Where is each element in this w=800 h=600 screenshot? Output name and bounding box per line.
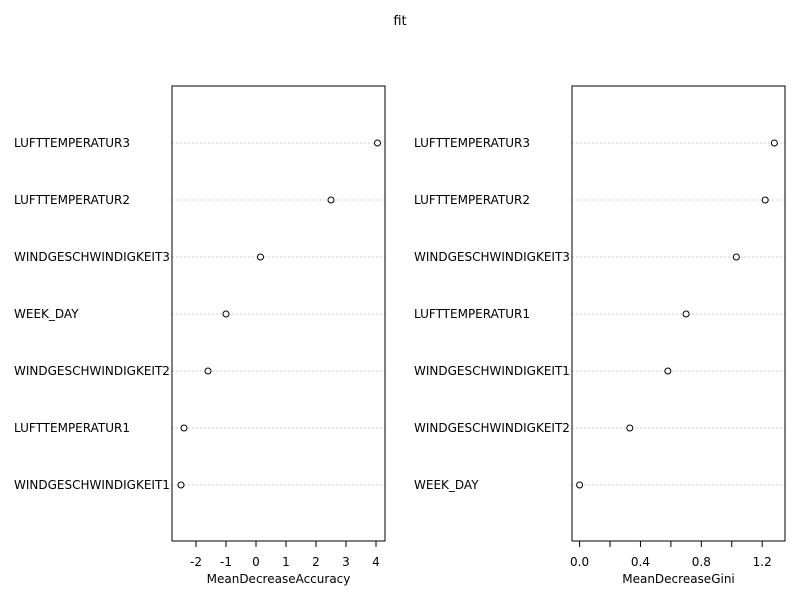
- data-point: [732, 253, 740, 261]
- data-point: [180, 424, 188, 432]
- x-tick-label: 0: [252, 555, 260, 569]
- data-point: [327, 196, 335, 204]
- data-point: [576, 481, 584, 489]
- data-point: [222, 310, 230, 318]
- chart-title: fit: [393, 14, 406, 29]
- data-point: [761, 196, 769, 204]
- plot-frame: [171, 85, 386, 542]
- x-tick-label: 1.2: [753, 555, 772, 569]
- x-tick-label: 1: [282, 555, 290, 569]
- x-tick-label: 0.4: [631, 555, 650, 569]
- category-label: WINDGESCHWINDIGKEIT1: [14, 478, 170, 492]
- data-point: [257, 253, 264, 261]
- data-point: [374, 139, 381, 147]
- x-tick-label: 3: [342, 555, 350, 569]
- x-tick-label: 2: [312, 555, 320, 569]
- category-label: LUFTTEMPERATUR3: [414, 136, 530, 150]
- x-tick-label: 4: [372, 555, 380, 569]
- category-label: WINDGESCHWINDIGKEIT3: [414, 250, 570, 264]
- category-label: WINDGESCHWINDIGKEIT3: [14, 250, 170, 264]
- category-label: WEEK_DAY: [414, 478, 479, 492]
- data-point: [682, 310, 690, 318]
- x-tick-label: 0.0: [570, 555, 589, 569]
- panel-2: LUFTTEMPERATUR3 LUFTTEMPERATUR2 WINDGESCHW…: [414, 85, 786, 586]
- x-tick-label: -1: [220, 555, 232, 569]
- x-axis-label: MeanDecreaseAccuracy: [207, 572, 351, 586]
- category-label: WINDGESCHWINDIGKEIT1: [414, 364, 570, 378]
- category-label: LUFTTEMPERATUR1: [414, 307, 530, 321]
- x-axis-label: MeanDecreaseGini: [622, 572, 735, 586]
- category-label: WINDGESCHWINDIGKEIT2: [414, 421, 570, 435]
- x-tick-label: 0.8: [692, 555, 711, 569]
- category-label: WINDGESCHWINDIGKEIT2: [14, 364, 170, 378]
- data-point: [626, 424, 634, 432]
- plot-frame: [571, 85, 786, 542]
- category-label: WEEK_DAY: [14, 307, 79, 321]
- data-point: [204, 367, 212, 375]
- category-label: LUFTTEMPERATUR1: [14, 421, 130, 435]
- data-point: [664, 367, 672, 375]
- data-point: [177, 481, 185, 489]
- category-label: LUFTTEMPERATUR3: [14, 136, 130, 150]
- category-label: LUFTTEMPERATUR2: [414, 193, 530, 207]
- category-label: LUFTTEMPERATUR2: [14, 193, 130, 207]
- data-point: [770, 139, 778, 147]
- x-tick-label: -2: [190, 555, 202, 569]
- panel-1: LUFTTEMPERATUR3 LUFTTEMPERATUR2 WINDGESCHW…: [14, 85, 386, 586]
